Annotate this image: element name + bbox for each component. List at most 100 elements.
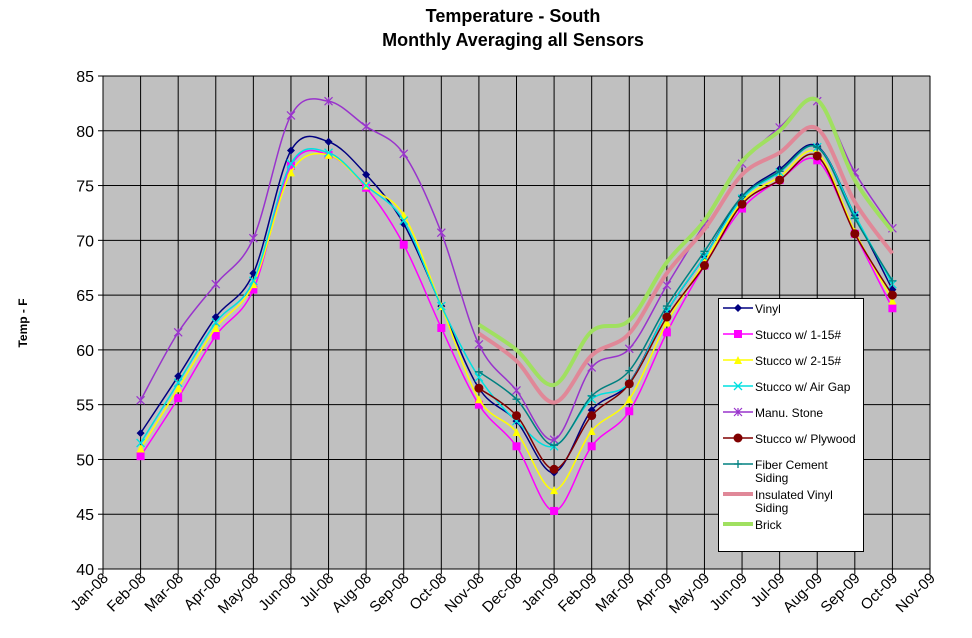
point (399, 216, 409, 226)
point (625, 407, 634, 416)
point (474, 400, 483, 409)
point (733, 407, 743, 417)
legend-label: Insulated Vinyl Siding (755, 488, 833, 515)
point (775, 175, 785, 185)
point (737, 199, 747, 209)
point (699, 261, 709, 271)
point (850, 214, 859, 223)
legend-label: Stucco w/ 2-15# (755, 354, 842, 368)
point (512, 411, 521, 421)
x-tick-label: Sep-09 (817, 570, 863, 616)
point (474, 395, 483, 404)
point (286, 159, 296, 169)
point (211, 331, 220, 340)
chart-subtitle: Monthly Averaging all Sensors (382, 30, 644, 50)
series-line (477, 124, 895, 405)
point (474, 339, 484, 349)
y-tick-label: 75 (76, 179, 94, 196)
x-tick-label: Aug-09 (780, 570, 826, 616)
point (249, 285, 258, 294)
x-tick-label: Feb-09 (555, 570, 601, 616)
legend-item: Stucco w/ 1-15# (721, 329, 861, 351)
point (587, 362, 597, 372)
legend-label: Stucco w/ Air Gap (755, 380, 851, 394)
point (173, 378, 183, 388)
point (775, 167, 784, 176)
point (733, 381, 743, 391)
point (662, 280, 672, 290)
point (174, 394, 183, 403)
legend-item: Stucco w/ Plywood (721, 433, 861, 455)
point (812, 151, 822, 161)
legend-swatch (723, 460, 753, 468)
point (550, 506, 559, 515)
point (248, 233, 258, 243)
point (436, 228, 446, 238)
point (474, 372, 484, 382)
point (173, 327, 183, 337)
chart-title: Temperature - South (426, 6, 601, 26)
y-tick-label: 40 (76, 562, 94, 579)
x-tick-label: Nov-09 (893, 570, 939, 616)
x-tick-label: May-09 (666, 570, 713, 617)
point (324, 150, 333, 159)
y-tick-label: 85 (76, 69, 94, 86)
point (662, 312, 672, 322)
x-tick-label: Feb-08 (104, 570, 150, 616)
legend-item: Vinyl (721, 303, 861, 325)
point (662, 328, 671, 337)
legend-swatch (723, 407, 753, 417)
legend-label: Manu. Stone (755, 406, 824, 420)
legend-item: Stucco w/ 2-15# (721, 355, 861, 377)
y-tick-label: 50 (76, 452, 94, 469)
point (211, 318, 221, 327)
point (174, 384, 183, 393)
point (286, 111, 296, 120)
x-tick-label: Jan-09 (518, 570, 562, 614)
point (474, 367, 483, 376)
point (888, 296, 897, 305)
point (550, 486, 559, 495)
y-tick-label: 65 (76, 288, 94, 305)
y-tick-label: 70 (76, 233, 94, 250)
y-axis-label: Temp - F (16, 298, 30, 347)
x-tick-label: Mar-08 (141, 570, 187, 616)
point (361, 181, 371, 191)
point (324, 96, 333, 106)
legend-swatch (723, 492, 753, 496)
point (362, 170, 371, 179)
point (249, 269, 258, 278)
legend-item: Stucco w/ Air Gap (721, 381, 861, 403)
x-tick-label: Dec-08 (479, 570, 525, 616)
y-tick-label: 60 (76, 343, 94, 360)
point (733, 433, 743, 443)
point (587, 426, 596, 435)
point (587, 442, 596, 451)
point (734, 356, 742, 364)
point (700, 247, 709, 256)
point (624, 344, 634, 354)
point (136, 452, 145, 461)
point (734, 460, 742, 468)
point (625, 366, 634, 375)
point (662, 302, 671, 311)
legend-swatch (723, 381, 753, 391)
point (550, 441, 559, 450)
legend-swatch (723, 356, 753, 364)
point (662, 318, 671, 327)
point (549, 464, 559, 474)
point (136, 429, 145, 438)
x-tick-label: May-08 (215, 570, 262, 617)
x-tick-label: Aug-08 (329, 570, 375, 616)
point (512, 395, 521, 404)
point (361, 121, 371, 131)
legend-swatch (723, 330, 753, 338)
legend-item: Manu. Stone (721, 407, 861, 429)
point (136, 444, 145, 453)
point (625, 395, 634, 404)
point (286, 146, 295, 155)
legend-label: Vinyl (755, 302, 781, 316)
legend-label: Brick (755, 518, 782, 532)
legend-label: Stucco w/ Plywood (755, 432, 856, 446)
